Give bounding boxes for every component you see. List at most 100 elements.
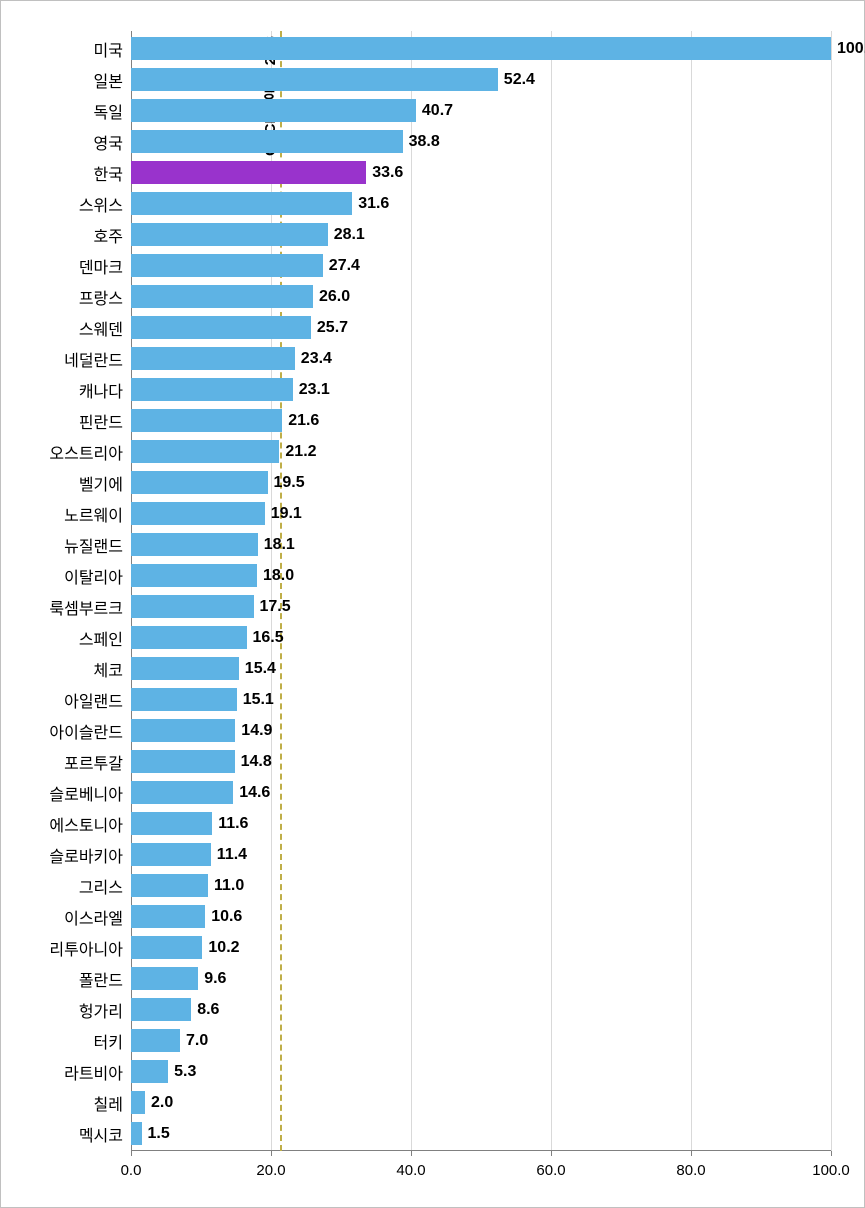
value-label: 15.4: [245, 660, 276, 678]
x-axis-line: [131, 1150, 831, 1151]
category-label: 미국: [94, 37, 123, 61]
x-tick: [831, 1151, 832, 1156]
bar: [131, 719, 235, 742]
category-label: 아일랜드: [64, 688, 123, 712]
bar: [131, 688, 237, 711]
category-label: 캐나다: [79, 378, 123, 402]
bar: [131, 936, 202, 959]
category-label: 에스토니아: [49, 812, 123, 836]
bar: [131, 1029, 180, 1052]
bar-row: 영국38.8: [131, 130, 831, 153]
value-label: 11.6: [218, 815, 248, 833]
bar: [131, 657, 239, 680]
bar-row: 독일40.7: [131, 99, 831, 122]
value-label: 19.5: [274, 474, 305, 492]
category-label: 체코: [94, 657, 123, 681]
x-tick: [411, 1151, 412, 1156]
value-label: 28.1: [334, 226, 365, 244]
bar-row: 슬로베니아14.6: [131, 781, 831, 804]
value-label: 5.3: [174, 1063, 196, 1081]
category-label: 라트비아: [64, 1060, 123, 1084]
value-label: 16.5: [253, 629, 284, 647]
bar: [131, 471, 268, 494]
x-tick-label: 0.0: [121, 1162, 142, 1179]
bar: [131, 812, 212, 835]
bar: [131, 223, 328, 246]
bar-row: 체코15.4: [131, 657, 831, 680]
bar: [131, 967, 198, 990]
bar-row: 룩셈부르크17.5: [131, 595, 831, 618]
bar-row: 리투아니아10.2: [131, 936, 831, 959]
bar: [131, 564, 257, 587]
bar: [131, 285, 313, 308]
bar: [131, 68, 498, 91]
bar: [131, 533, 258, 556]
bar-row: 뉴질랜드18.1: [131, 533, 831, 556]
category-label: 핀란드: [79, 409, 123, 433]
category-label: 오스트리아: [49, 440, 123, 464]
bar-row: 이스라엘10.6: [131, 905, 831, 928]
bar: [131, 998, 191, 1021]
bar: [131, 130, 403, 153]
bar: [131, 378, 293, 401]
bar-row: 노르웨이19.1: [131, 502, 831, 525]
bar: [131, 502, 265, 525]
value-label: 8.6: [197, 1001, 219, 1019]
value-label: 9.6: [204, 970, 226, 988]
bar: [131, 1091, 145, 1114]
x-tick-label: 20.0: [256, 1162, 285, 1179]
bar-row: 라트비아5.3: [131, 1060, 831, 1083]
bar-row: 캐나다23.1: [131, 378, 831, 401]
x-tick: [691, 1151, 692, 1156]
bar: [131, 750, 235, 773]
bar-row: 이탈리아18.0: [131, 564, 831, 587]
x-tick-label: 60.0: [536, 1162, 565, 1179]
chart-container: 0.020.040.060.080.0100.0OECD 평균 : 21.3미국…: [0, 0, 865, 1208]
category-label: 룩셈부르크: [49, 595, 123, 619]
bar-row: 한국33.6: [131, 161, 831, 184]
category-label: 터키: [94, 1029, 123, 1053]
bar: [131, 254, 323, 277]
bar-row: 덴마크27.4: [131, 254, 831, 277]
value-label: 7.0: [186, 1032, 208, 1050]
value-label: 14.8: [241, 753, 272, 771]
value-label: 21.6: [288, 412, 319, 430]
bar-row: 헝가리8.6: [131, 998, 831, 1021]
bar: [131, 37, 831, 60]
value-label: 52.4: [504, 71, 535, 89]
value-label: 14.9: [241, 722, 272, 740]
value-label: 1.5: [148, 1125, 170, 1143]
bar-row: 호주28.1: [131, 223, 831, 246]
bar: [131, 843, 211, 866]
value-label: 14.6: [239, 784, 270, 802]
bar-row: 슬로바키아11.4: [131, 843, 831, 866]
bar: [131, 347, 295, 370]
value-label: 10.2: [208, 939, 239, 957]
bar-row: 스웨덴25.7: [131, 316, 831, 339]
value-label: 15.1: [243, 691, 274, 709]
value-label: 2.0: [151, 1094, 173, 1112]
bar-row: 멕시코1.5: [131, 1122, 831, 1145]
value-label: 21.2: [285, 443, 316, 461]
category-label: 스위스: [79, 192, 123, 216]
category-label: 뉴질랜드: [64, 533, 123, 557]
x-tick-label: 100.0: [812, 1162, 850, 1179]
value-label: 11.0: [214, 877, 244, 895]
bar-row: 오스트리아21.2: [131, 440, 831, 463]
category-label: 스페인: [79, 626, 123, 650]
bar-row: 칠레2.0: [131, 1091, 831, 1114]
value-label: 19.1: [271, 505, 302, 523]
bar-row: 스페인16.5: [131, 626, 831, 649]
bar-row: 프랑스26.0: [131, 285, 831, 308]
bar-row: 아일랜드15.1: [131, 688, 831, 711]
plot-area: 0.020.040.060.080.0100.0OECD 평균 : 21.3미국…: [131, 31, 831, 1151]
value-label: 10.6: [211, 908, 242, 926]
category-label: 리투아니아: [49, 936, 123, 960]
bar-row: 아이슬란드14.9: [131, 719, 831, 742]
category-label: 영국: [94, 130, 123, 154]
category-label: 헝가리: [79, 998, 123, 1022]
bar-row: 폴란드9.6: [131, 967, 831, 990]
x-tick: [131, 1151, 132, 1156]
x-tick: [271, 1151, 272, 1156]
bar-row: 스위스31.6: [131, 192, 831, 215]
